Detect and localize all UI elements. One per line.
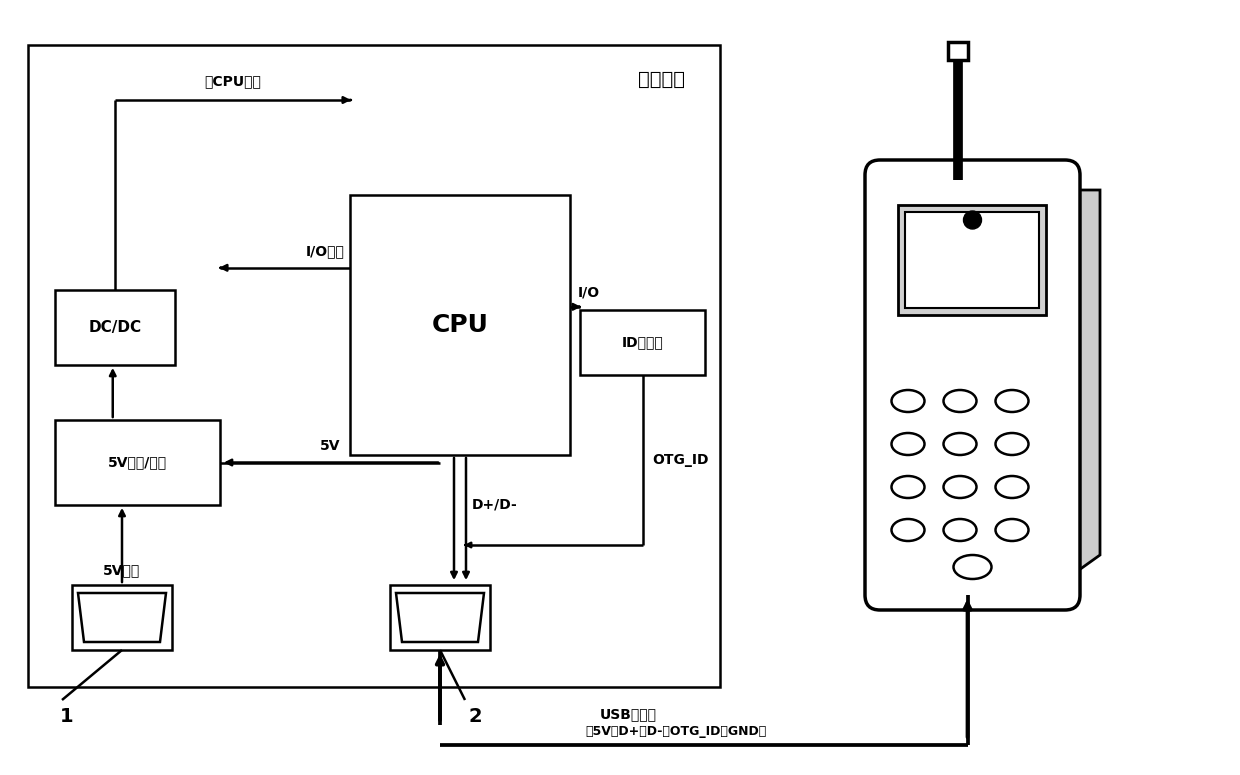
Text: 5V输入: 5V输入 — [103, 563, 140, 577]
Bar — [947, 42, 967, 60]
Text: DC/DC: DC/DC — [88, 320, 141, 335]
Text: 2: 2 — [469, 707, 482, 726]
Text: 外设设备: 外设设备 — [639, 70, 684, 89]
Ellipse shape — [996, 433, 1028, 455]
Text: CPU: CPU — [432, 313, 489, 337]
Text: 5V控制/切换: 5V控制/切换 — [108, 456, 167, 470]
Ellipse shape — [996, 390, 1028, 412]
Bar — [55, 290, 175, 365]
Bar — [55, 420, 219, 505]
FancyBboxPatch shape — [866, 160, 1080, 610]
Text: USB数据线: USB数据线 — [600, 707, 657, 721]
Text: 5V: 5V — [320, 439, 340, 453]
Text: 1: 1 — [61, 707, 74, 726]
Ellipse shape — [944, 390, 977, 412]
Bar — [580, 310, 706, 375]
Ellipse shape — [892, 433, 925, 455]
Text: ID控制器: ID控制器 — [621, 336, 663, 350]
Text: （5V、D+、D-、OTG_ID、GND）: （5V、D+、D-、OTG_ID、GND） — [585, 725, 766, 738]
Ellipse shape — [892, 519, 925, 541]
Bar — [72, 585, 172, 650]
Bar — [898, 205, 1047, 315]
Text: I/O: I/O — [578, 286, 600, 300]
Polygon shape — [396, 593, 484, 642]
Ellipse shape — [892, 390, 925, 412]
Ellipse shape — [996, 476, 1028, 498]
Text: 给CPU供电: 给CPU供电 — [205, 74, 260, 88]
Ellipse shape — [996, 519, 1028, 541]
Bar — [29, 45, 720, 687]
Text: D+/D-: D+/D- — [472, 498, 518, 512]
Text: OTG_ID: OTG_ID — [652, 453, 709, 467]
Ellipse shape — [944, 476, 977, 498]
Polygon shape — [1065, 190, 1100, 580]
Ellipse shape — [954, 555, 992, 579]
Bar — [391, 585, 490, 650]
Text: I/O控制: I/O控制 — [306, 244, 345, 258]
Ellipse shape — [944, 433, 977, 455]
Bar — [905, 212, 1039, 308]
Ellipse shape — [944, 519, 977, 541]
Ellipse shape — [892, 476, 925, 498]
Circle shape — [963, 211, 982, 229]
Polygon shape — [78, 593, 166, 642]
Bar — [350, 195, 570, 455]
